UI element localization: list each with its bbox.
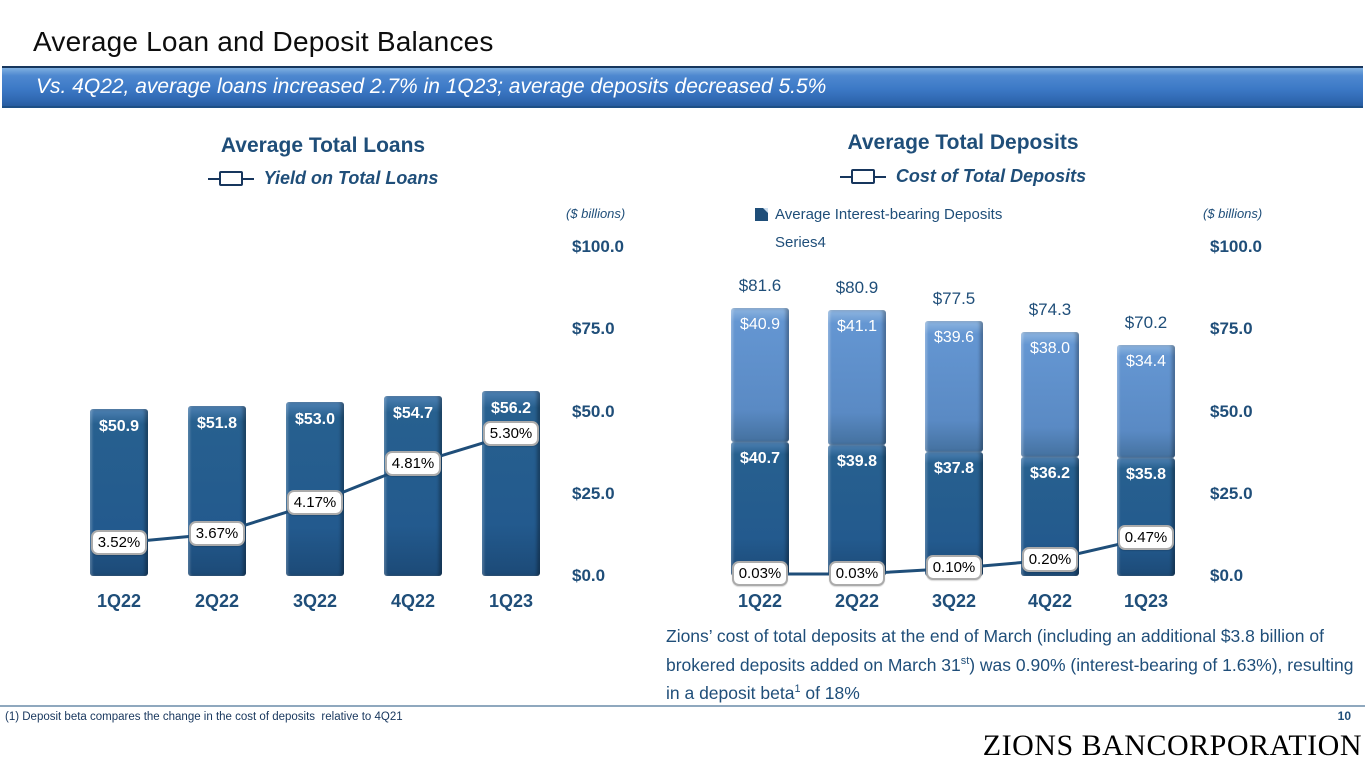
- footnote: (1) Deposit beta compares the change in …: [5, 711, 403, 723]
- category-label: 4Q22: [1027, 591, 1073, 611]
- page-title: Average Loan and Deposit Balances: [33, 26, 494, 57]
- line-value-label: 4.17%: [287, 490, 343, 516]
- bar-segment: [1117, 458, 1175, 576]
- bar-segment: [828, 445, 886, 576]
- bar: [286, 401, 344, 576]
- category-label: 2Q22: [194, 591, 240, 611]
- bar-segment: [1117, 345, 1175, 459]
- segment-value-label: $34.4: [1125, 353, 1167, 371]
- line-value-label: 0.03%: [829, 561, 885, 587]
- line-value-label: 3.52%: [91, 530, 147, 555]
- segment-value-label: $36.2: [1029, 464, 1071, 482]
- line-value-label: 0.47%: [1118, 525, 1174, 551]
- yield-legend-label: Yield on Total Loans: [263, 168, 439, 188]
- commentary-superscript: st: [960, 654, 970, 667]
- commentary-text: of 18%: [800, 682, 860, 703]
- line-value-label: 5.30%: [483, 421, 539, 447]
- axis-note: ($ billions): [1203, 206, 1263, 221]
- series4-legend-label: Series4: [775, 234, 826, 251]
- total-label: $77.5: [932, 289, 976, 309]
- line-value-label: 3.67%: [189, 520, 245, 546]
- page-number: 10: [1337, 709, 1351, 723]
- axis-tick-label: $50.0: [1210, 401, 1253, 421]
- bar-value-label: $56.2: [490, 400, 532, 418]
- key-message-banner: Vs. 4Q22, average loans increased 2.7% i…: [2, 66, 1363, 108]
- commentary-text: Zions’ cost of total deposits at the end…: [666, 626, 1324, 675]
- bar-segment: [731, 442, 789, 576]
- segment-value-label: $41.1: [836, 317, 878, 335]
- axis-tick-label: $100.0: [1210, 237, 1262, 256]
- commentary-text: ) was 0.90% (interest-bearing of 1.63%),…: [666, 654, 1354, 703]
- axis-note: ($ billions): [566, 206, 626, 221]
- bar-segment: [731, 307, 789, 443]
- yield-line-marker-icon: [207, 170, 254, 187]
- category-label: 1Q22: [737, 591, 783, 611]
- bar-segment: [1021, 331, 1079, 457]
- category-label: 4Q22: [390, 591, 436, 611]
- total-label: $80.9: [835, 277, 879, 297]
- deposits-commentary: Zions’ cost of total deposits at the end…: [666, 624, 1360, 705]
- bar-segment: [925, 451, 983, 576]
- bar-value-label: $51.8: [196, 414, 238, 432]
- deposits-line-legend: Cost of Total Deposits: [763, 166, 1163, 187]
- axis-tick-label: $25.0: [572, 483, 615, 503]
- category-label: 1Q23: [1123, 591, 1169, 611]
- category-label: 3Q22: [931, 591, 977, 611]
- loans-line-legend: Yield on Total Loans: [123, 168, 523, 189]
- axis-tick-label: $75.0: [1210, 319, 1253, 339]
- bar-value-label: $53.0: [294, 410, 336, 428]
- axis-tick-label: $0.0: [1210, 566, 1244, 586]
- commentary-superscript: 1: [794, 682, 801, 695]
- total-label: $74.3: [1028, 299, 1072, 319]
- segment-value-label: $35.8: [1125, 466, 1167, 484]
- line-value-label: 0.20%: [1022, 547, 1078, 573]
- interest-bearing-square-icon: [755, 208, 768, 221]
- deposits-series4-legend: Series4: [775, 234, 826, 251]
- axis-tick-label: $0.0: [572, 566, 606, 586]
- cost-line-marker-icon: [839, 168, 886, 185]
- interest-bearing-legend-label: Average Interest-bearing Deposits: [775, 206, 1003, 223]
- segment-value-label: $40.7: [739, 450, 781, 468]
- footer-divider: [0, 705, 1365, 707]
- category-label: 1Q23: [488, 591, 534, 611]
- segment-value-label: $38.0: [1029, 339, 1071, 357]
- bar-segment: [828, 309, 886, 446]
- category-label: 2Q22: [834, 591, 880, 611]
- segment-value-label: $39.6: [933, 329, 975, 347]
- bar-value-label: $54.7: [392, 405, 434, 423]
- bar: [384, 396, 442, 576]
- line-value-label: 4.81%: [385, 451, 441, 477]
- total-label: $81.6: [738, 275, 782, 295]
- segment-value-label: $39.8: [836, 453, 878, 471]
- bar-value-label: $50.9: [98, 417, 140, 435]
- axis-tick-label: $25.0: [1210, 483, 1253, 503]
- cost-legend-label: Cost of Total Deposits: [895, 166, 1087, 186]
- axis-tick-label: $50.0: [572, 401, 615, 421]
- loans-chart-title: Average Total Loans: [220, 134, 426, 157]
- line-value-label: 0.03%: [732, 561, 788, 587]
- key-message-text: Vs. 4Q22, average loans increased 2.7% i…: [36, 75, 827, 98]
- axis-tick-label: $75.0: [572, 319, 615, 339]
- category-label: 1Q22: [96, 591, 142, 611]
- category-label: 3Q22: [292, 591, 338, 611]
- line-value-label: 0.10%: [926, 555, 982, 581]
- deposits-chart-title: Average Total Deposits: [847, 131, 1079, 154]
- axis-tick-label: $100.0: [572, 237, 624, 256]
- bar-segment: [925, 321, 983, 452]
- company-logo: ZIONS BANCORPORATION: [982, 729, 1362, 762]
- deposits-series-legend: Average Interest-bearing Deposits: [755, 206, 1002, 223]
- total-label: $70.2: [1124, 313, 1168, 333]
- segment-value-label: $37.8: [933, 459, 975, 477]
- bar: [188, 405, 246, 576]
- segment-value-label: $40.9: [739, 315, 781, 333]
